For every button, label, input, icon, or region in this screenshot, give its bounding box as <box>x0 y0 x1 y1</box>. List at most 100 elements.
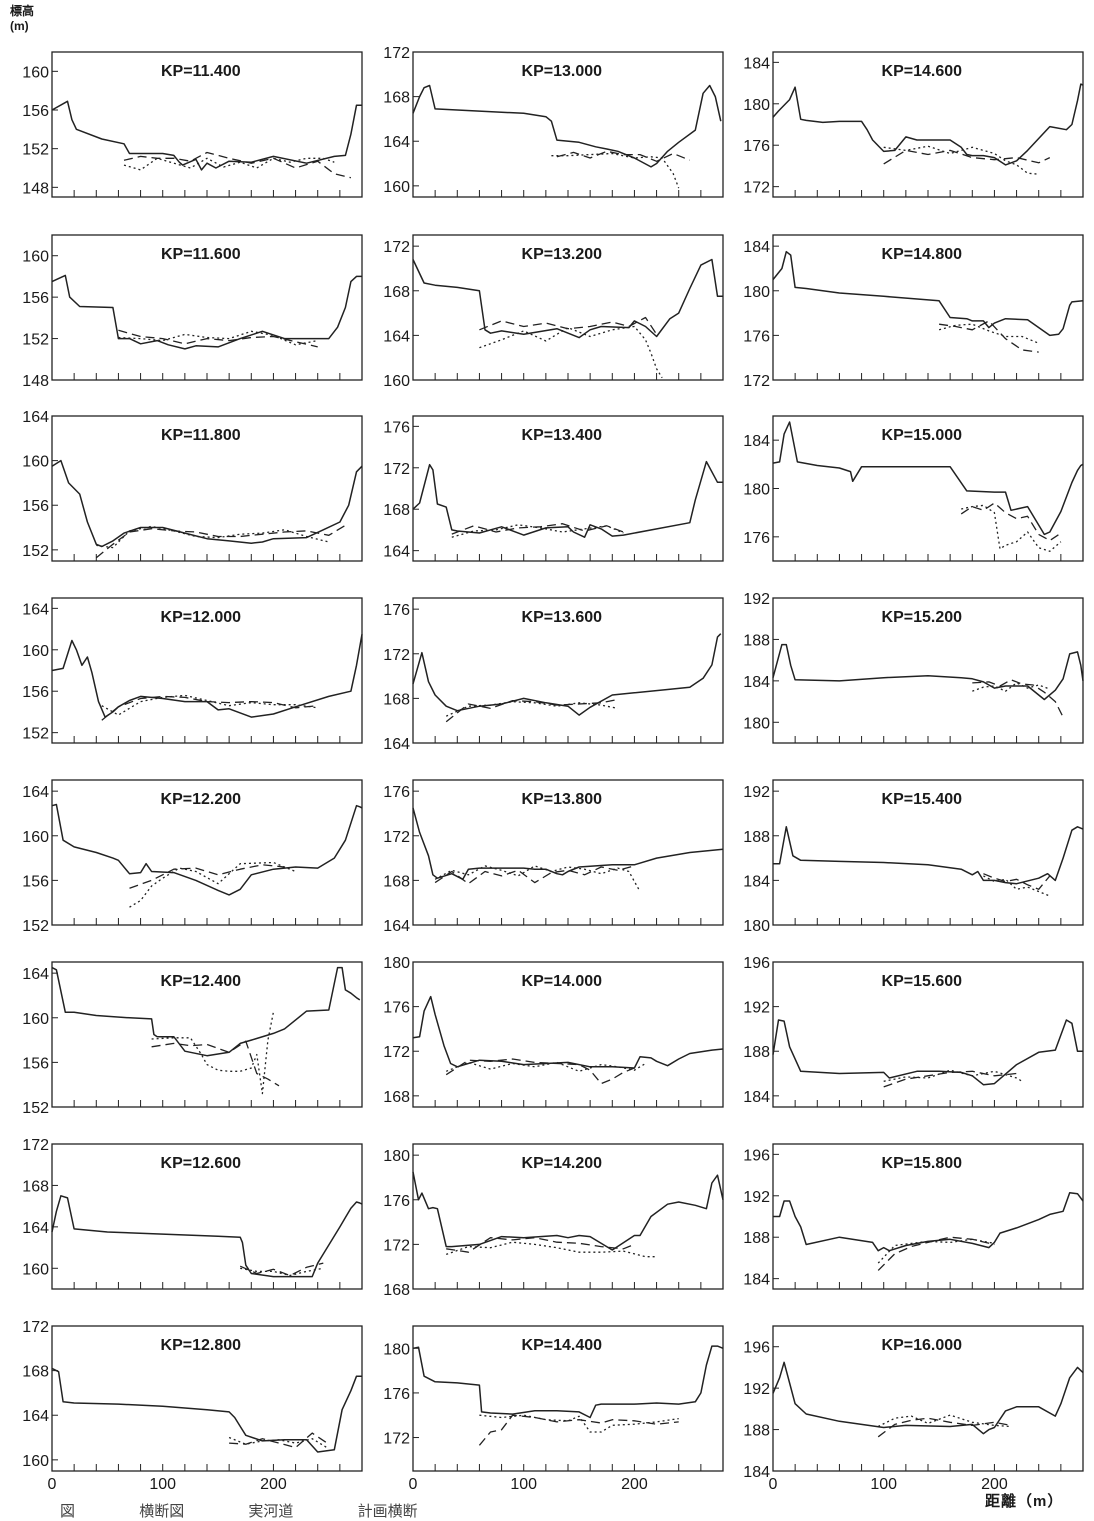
series-solid-line <box>412 258 723 339</box>
series-dotted-line <box>883 145 1039 175</box>
y-tick-label: 188 <box>743 1230 770 1247</box>
y-tick-label: 184 <box>743 55 770 72</box>
y-tick-label: 180 <box>743 97 770 114</box>
y-tick-label: 168 <box>383 90 410 107</box>
y-tick-label: 168 <box>383 873 410 890</box>
y-tick-label: 168 <box>22 1178 49 1195</box>
y-tick-label: 192 <box>743 1189 770 1206</box>
y-tick-label: 172 <box>383 1431 410 1448</box>
series-solid-line <box>773 826 1084 885</box>
caption-fragment: 横断図 <box>139 1503 185 1520</box>
y-tick-label: 192 <box>743 591 770 608</box>
panel-kp-14-600: 172 176 180 184 KP=14.600 <box>743 51 1084 198</box>
y-tick-label: 160 <box>22 64 49 81</box>
y-tick-label: 160 <box>22 643 49 660</box>
series-dashed-line <box>556 150 691 162</box>
panel-title: KP=14.200 <box>522 1155 603 1172</box>
series-dotted-line <box>445 701 618 717</box>
series-dashed-line <box>479 316 658 335</box>
panel-kp-15-400: 180 184 188 192 KP=15.400 <box>743 779 1084 935</box>
y-tick-label: 160 <box>22 829 49 846</box>
panel-kp-12-600: 160 164 168 172 KP=12.600 <box>22 1137 363 1290</box>
y-tick-label: 164 <box>22 1408 49 1425</box>
panel-title: KP=15.200 <box>882 609 963 626</box>
y-tick-label: 184 <box>743 1464 770 1481</box>
y-tick-label: 176 <box>743 328 770 345</box>
series-solid-line <box>412 807 724 881</box>
series-dashed-line <box>434 865 635 885</box>
y-tick-label: 152 <box>22 543 49 560</box>
panel-title: KP=14.800 <box>882 246 963 263</box>
y-tick-label: 168 <box>383 284 410 301</box>
panel-kp-13-200: 160 164 168 172 KP=13.200 <box>383 234 724 390</box>
y-tick-label: 168 <box>383 1089 410 1106</box>
y-tick-label: 164 <box>22 601 49 618</box>
panel-title: KP=12.000 <box>161 609 242 626</box>
y-tick-label: 160 <box>22 1453 49 1470</box>
series-solid-line <box>772 1019 1083 1086</box>
panel-kp-11-400: 148 152 156 160 KP=11.400 <box>22 51 363 198</box>
series-dotted-line <box>228 1436 330 1450</box>
panel-kp-14-400: 172 176 180 0 100 200 KP=14.400 <box>383 1325 724 1493</box>
panel-kp-12-000: 152 156 160 164 KP=12.000 <box>22 597 363 744</box>
y-tick-label: 176 <box>383 1193 410 1210</box>
y-tick-label: 164 <box>22 1220 49 1237</box>
y-tick-label: 180 <box>743 284 770 301</box>
y-tick-label: 196 <box>743 955 770 972</box>
y-tick-label: 196 <box>743 1340 770 1357</box>
series-dotted-line <box>101 694 318 716</box>
series-dotted-line <box>883 1069 1023 1082</box>
y-tick-label: 156 <box>22 684 49 701</box>
y-tick-label: 184 <box>743 873 770 890</box>
y-tick-label: 192 <box>743 1000 770 1017</box>
y-axis-title-line1: 標高 <box>10 4 35 18</box>
series-dashed-line <box>451 523 624 535</box>
y-tick-label: 172 <box>383 461 410 478</box>
y-tick-label: 180 <box>383 1148 410 1165</box>
series-dotted-line <box>434 865 641 892</box>
panel-title: KP=12.600 <box>161 1155 242 1172</box>
x-axis-title: 距離（m） <box>985 1493 1064 1510</box>
series-solid-line <box>51 1195 363 1278</box>
y-tick-label: 152 <box>22 726 49 743</box>
y-tick-label: 172 <box>743 373 770 390</box>
series-dashed-line <box>229 1432 330 1449</box>
panel-title: KP=11.800 <box>161 427 241 444</box>
series-dashed-line <box>883 149 1051 165</box>
y-tick-label: 176 <box>383 602 410 619</box>
y-tick-label: 148 <box>22 373 49 390</box>
series-dotted-line <box>972 682 1051 692</box>
y-tick-label: 172 <box>22 1319 49 1336</box>
panel-title: KP=16.000 <box>882 1337 963 1354</box>
series-solid-line <box>412 1171 724 1251</box>
y-tick-label: 168 <box>383 502 410 519</box>
panel-title: KP=13.800 <box>522 791 603 808</box>
panel-title: KP=15.000 <box>882 427 963 444</box>
series-solid-line <box>772 83 1084 166</box>
y-tick-label: 192 <box>743 784 770 801</box>
panel-kp-13-600: 164 168 172 176 KP=13.600 <box>383 597 724 753</box>
y-tick-label: 160 <box>22 454 49 471</box>
panel-kp-16-000: 184 188 192 196 0 100 200 KP=16.000 <box>743 1325 1084 1493</box>
y-tick-label: 156 <box>22 1055 49 1072</box>
y-tick-label: 184 <box>743 674 770 691</box>
y-tick-label: 176 <box>383 784 410 801</box>
y-tick-label: 176 <box>383 419 410 436</box>
panel-title: KP=14.600 <box>882 63 963 80</box>
y-tick-label: 156 <box>22 103 49 120</box>
y-tick-label: 160 <box>383 373 410 390</box>
y-tick-label: 188 <box>743 632 770 649</box>
panel-kp-11-600: 148 152 156 160 KP=11.600 <box>22 234 363 390</box>
panel-kp-15-800: 184 188 192 196 KP=15.800 <box>743 1143 1084 1290</box>
caption-fragment: 計画横断 <box>357 1503 418 1520</box>
series-solid-line <box>51 1367 362 1453</box>
y-tick-label: 156 <box>22 498 49 515</box>
panel-title: KP=11.400 <box>161 63 241 80</box>
panel-kp-13-400: 164 168 172 176 KP=13.400 <box>383 415 724 562</box>
y-tick-label: 168 <box>383 1282 410 1299</box>
y-tick-label: 172 <box>22 1137 49 1154</box>
series-dashed-line <box>95 524 346 559</box>
y-tick-label: 184 <box>743 239 770 256</box>
series-solid-line <box>772 250 1084 337</box>
y-tick-label: 172 <box>383 647 410 664</box>
